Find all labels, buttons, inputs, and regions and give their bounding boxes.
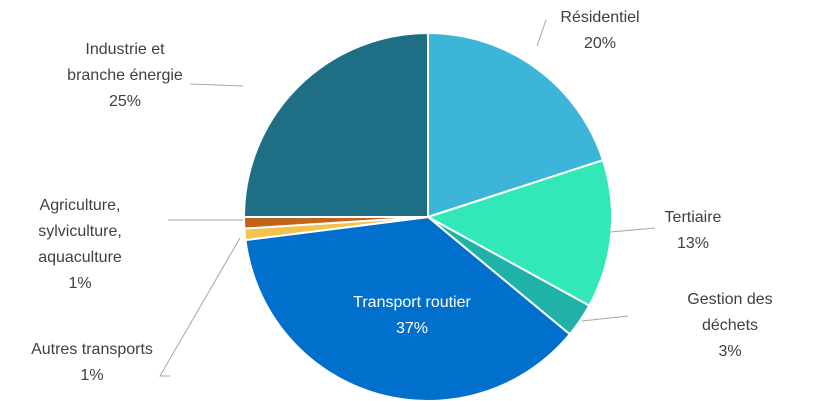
slice-label: Tertiaire 13% — [665, 205, 722, 257]
pie-slice — [425, 158, 613, 308]
value-label: 13% — [676, 235, 710, 252]
slice-label: Agriculture, sylviculture, aquaculture 1% — [38, 193, 122, 297]
leader-line — [581, 315, 629, 322]
category-name: Agriculture, sylviculture, aquaculture — [38, 197, 122, 266]
pie-slice — [244, 215, 572, 401]
category-name: Tertiaire — [664, 209, 722, 226]
value-label: 25% — [108, 93, 142, 110]
pie-slice — [427, 31, 605, 219]
value-label: 20% — [583, 35, 617, 52]
slice-label: Transport routier 37% — [353, 290, 471, 342]
leader-line — [609, 227, 656, 233]
value-label: 3% — [718, 343, 742, 360]
category-name: Gestion des déchets — [687, 291, 773, 334]
category-name: Industrie et branche énergie — [67, 41, 183, 84]
slice-label: Autres transports 1% — [31, 337, 153, 389]
category-name: Autres transports — [31, 341, 153, 358]
value-label: 1% — [80, 367, 104, 384]
leader-line — [536, 19, 547, 47]
leader-line — [189, 83, 244, 87]
slice-label: Gestion des déchets 3% — [683, 287, 778, 365]
slice-label: Résidentiel 20% — [560, 5, 639, 57]
pie-slice — [242, 31, 429, 218]
leader-line — [159, 237, 241, 377]
category-name: Résidentiel — [560, 9, 640, 26]
value-label: 37% — [395, 320, 429, 337]
category-name: Transport routier — [353, 294, 471, 311]
slice-label: Industrie et branche énergie 25% — [67, 37, 183, 115]
value-label: 1% — [68, 275, 92, 292]
